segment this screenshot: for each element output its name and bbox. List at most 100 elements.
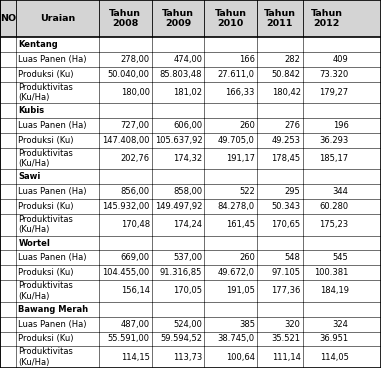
Text: 55.591,00: 55.591,00 [108, 335, 150, 343]
Text: 104.455,00: 104.455,00 [102, 268, 150, 277]
Text: 105.637,92: 105.637,92 [155, 136, 202, 145]
Text: Tahun
2011: Tahun 2011 [264, 9, 296, 28]
Text: 409: 409 [333, 55, 349, 64]
Text: 548: 548 [285, 254, 301, 262]
Text: Kentang: Kentang [18, 40, 58, 49]
Text: 276: 276 [285, 121, 301, 130]
Text: 191,05: 191,05 [226, 286, 255, 296]
Text: Tahun
2010: Tahun 2010 [215, 9, 247, 28]
Text: 175,23: 175,23 [320, 220, 349, 229]
Text: 145.932,00: 145.932,00 [102, 202, 150, 211]
Text: Kubis: Kubis [18, 106, 45, 115]
Text: 524,00: 524,00 [173, 319, 202, 329]
Text: 282: 282 [285, 55, 301, 64]
Text: Luas Panen (Ha): Luas Panen (Ha) [18, 187, 87, 196]
Text: 149.497,92: 149.497,92 [155, 202, 202, 211]
Text: Luas Panen (Ha): Luas Panen (Ha) [18, 121, 87, 130]
Text: Produktivitas
(Ku/Ha): Produktivitas (Ku/Ha) [18, 281, 73, 301]
Bar [0, 346, 381, 368]
Bar [0, 82, 381, 103]
Text: Luas Panen (Ha): Luas Panen (Ha) [18, 319, 87, 329]
Text: Produksi (Ku): Produksi (Ku) [18, 202, 74, 211]
Text: NO: NO [0, 14, 16, 23]
Text: 537,00: 537,00 [173, 254, 202, 262]
Text: Tahun
2008: Tahun 2008 [109, 9, 141, 28]
Bar [0, 67, 381, 82]
Text: 174,24: 174,24 [173, 220, 202, 229]
Text: Produktivitas
(Ku/Ha): Produktivitas (Ku/Ha) [18, 347, 73, 367]
Text: 100,64: 100,64 [226, 353, 255, 362]
Text: 487,00: 487,00 [121, 319, 150, 329]
Text: 474,00: 474,00 [173, 55, 202, 64]
Text: 320: 320 [285, 319, 301, 329]
Text: Produksi (Ku): Produksi (Ku) [18, 136, 74, 145]
Bar [0, 52, 381, 67]
Bar [0, 236, 381, 251]
Text: 385: 385 [239, 319, 255, 329]
Text: 178,45: 178,45 [272, 154, 301, 163]
Bar [0, 265, 381, 280]
Text: 180,00: 180,00 [121, 88, 150, 97]
Text: 84.278,0: 84.278,0 [218, 202, 255, 211]
Text: 50.343: 50.343 [272, 202, 301, 211]
Bar [0, 280, 381, 302]
Text: 27.611,0: 27.611,0 [218, 70, 255, 79]
Text: 36.293: 36.293 [319, 136, 349, 145]
Text: 38.745,0: 38.745,0 [218, 335, 255, 343]
Text: 856,00: 856,00 [121, 187, 150, 196]
Text: 85.803,48: 85.803,48 [160, 70, 202, 79]
Bar [0, 214, 381, 236]
Bar [0, 37, 381, 52]
Text: 278,00: 278,00 [121, 55, 150, 64]
Text: Produktivitas
(Ku/Ha): Produktivitas (Ku/Ha) [18, 83, 73, 102]
Text: 114,15: 114,15 [121, 353, 150, 362]
Text: Produktivitas
(Ku/Ha): Produktivitas (Ku/Ha) [18, 149, 73, 168]
Text: 111,14: 111,14 [272, 353, 301, 362]
Text: 545: 545 [333, 254, 349, 262]
Text: 113,73: 113,73 [173, 353, 202, 362]
Text: 73.320: 73.320 [319, 70, 349, 79]
Bar [0, 316, 381, 332]
Text: Tahun
2012: Tahun 2012 [311, 9, 343, 28]
Bar [0, 302, 381, 316]
Text: 202,76: 202,76 [121, 154, 150, 163]
Bar [0, 148, 381, 169]
Text: Sawi: Sawi [18, 172, 41, 181]
Text: 606,00: 606,00 [173, 121, 202, 130]
Bar [0, 251, 381, 265]
Text: 522: 522 [239, 187, 255, 196]
Text: 49.253: 49.253 [272, 136, 301, 145]
Text: Luas Panen (Ha): Luas Panen (Ha) [18, 254, 87, 262]
Text: Produksi (Ku): Produksi (Ku) [18, 268, 74, 277]
Bar [0, 133, 381, 148]
Text: Uraian: Uraian [40, 14, 75, 23]
Text: 35.521: 35.521 [272, 335, 301, 343]
Text: 858,00: 858,00 [173, 187, 202, 196]
Text: 49.705,0: 49.705,0 [218, 136, 255, 145]
Text: 49.672,0: 49.672,0 [218, 268, 255, 277]
Text: Tahun
2009: Tahun 2009 [162, 9, 194, 28]
Text: 295: 295 [285, 187, 301, 196]
Text: 181,02: 181,02 [173, 88, 202, 97]
Text: 174,32: 174,32 [173, 154, 202, 163]
Text: 170,05: 170,05 [173, 286, 202, 296]
Text: Luas Panen (Ha): Luas Panen (Ha) [18, 55, 87, 64]
Text: 669,00: 669,00 [121, 254, 150, 262]
Text: 260: 260 [239, 121, 255, 130]
Bar [0, 118, 381, 133]
Text: 100.381: 100.381 [314, 268, 349, 277]
Text: 180,42: 180,42 [272, 88, 301, 97]
Bar [0, 103, 381, 118]
Text: 344: 344 [333, 187, 349, 196]
Text: 50.040,00: 50.040,00 [108, 70, 150, 79]
Text: 147.408,00: 147.408,00 [102, 136, 150, 145]
Text: 97.105: 97.105 [272, 268, 301, 277]
Text: 196: 196 [333, 121, 349, 130]
Bar [0, 169, 381, 184]
Text: Produksi (Ku): Produksi (Ku) [18, 70, 74, 79]
Text: 324: 324 [333, 319, 349, 329]
Bar [0, 184, 381, 199]
Text: 166,33: 166,33 [226, 88, 255, 97]
Text: 184,19: 184,19 [320, 286, 349, 296]
Text: 260: 260 [239, 254, 255, 262]
